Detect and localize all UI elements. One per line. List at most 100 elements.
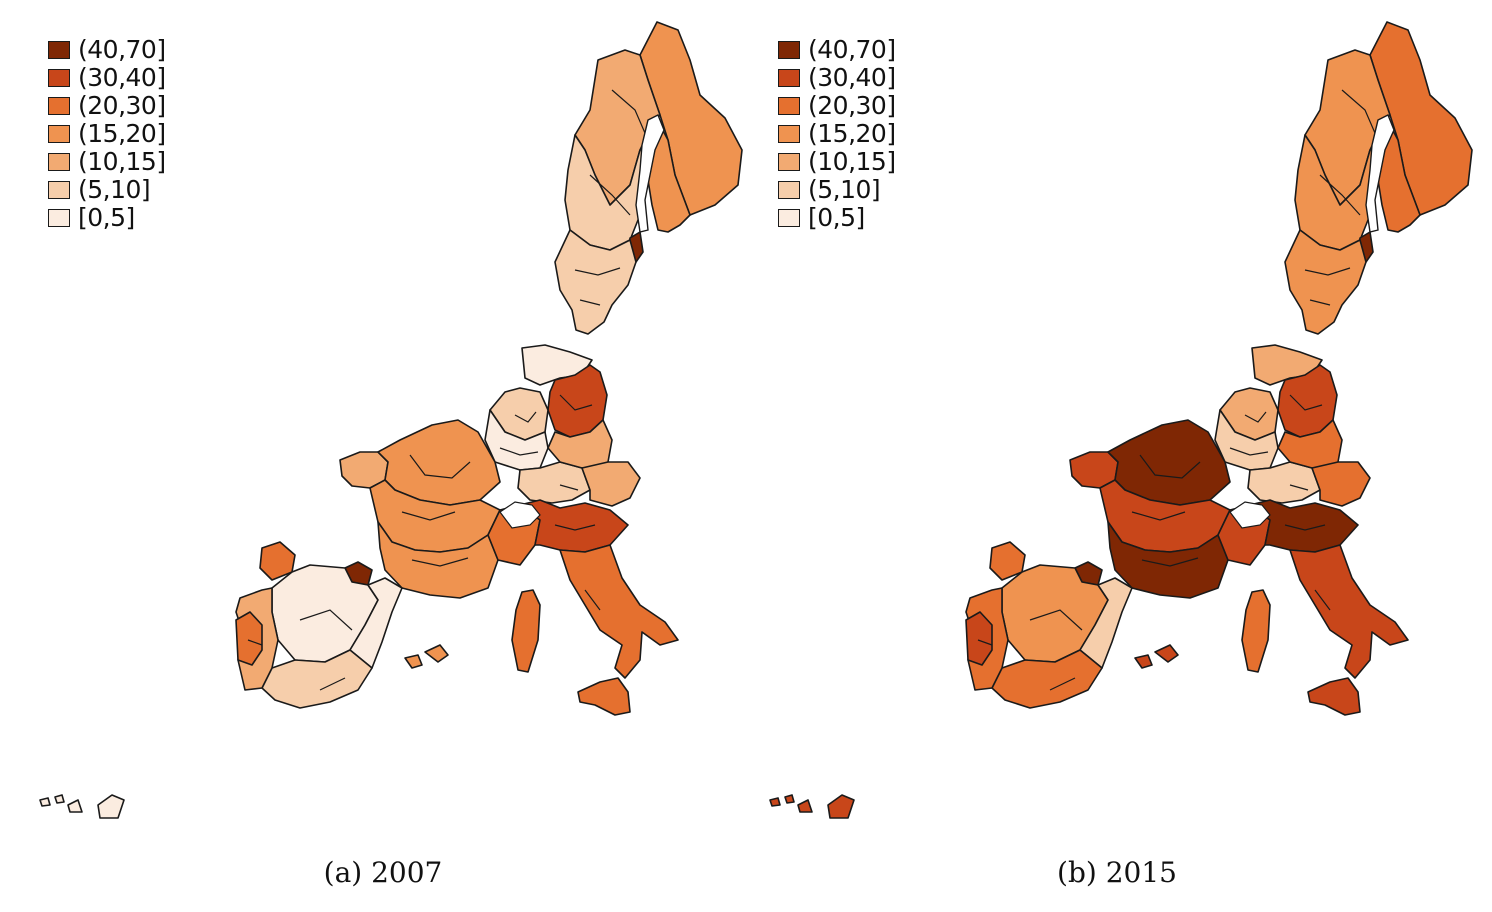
panel-2015: (40,70] (30,40] (20,30] (15,20] (10,15] … <box>730 0 1476 912</box>
region-balearics <box>404 644 449 669</box>
internal-border <box>247 639 263 646</box>
region-italy-south <box>559 544 679 679</box>
internal-border <box>574 267 621 276</box>
internal-border <box>401 511 456 521</box>
internal-border <box>1139 454 1201 479</box>
region-hungary <box>581 461 641 507</box>
internal-border <box>499 447 539 456</box>
legend-item: (15,20] <box>778 120 896 148</box>
legend-item: (30,40] <box>778 64 896 92</box>
region-italy-south <box>1289 544 1409 679</box>
region-sardinia <box>1241 589 1271 673</box>
legend-label: (10,15] <box>78 147 166 176</box>
internal-border <box>1319 174 1361 216</box>
region-germany-west <box>484 409 549 471</box>
legend-label: (30,40] <box>78 63 166 92</box>
legend-swatch <box>778 125 800 143</box>
legend-label: (20,30] <box>78 91 166 120</box>
legend-label: (10,15] <box>808 147 896 176</box>
region-sicily <box>1307 677 1361 716</box>
choropleth-map <box>39 21 743 819</box>
legend-label: (40,70] <box>78 35 166 64</box>
region-spain-south <box>991 649 1103 709</box>
internal-border <box>579 299 601 306</box>
legend-swatch <box>778 153 800 171</box>
internal-border <box>299 609 353 631</box>
legend-label: [0,5] <box>78 203 135 232</box>
internal-border <box>319 677 346 691</box>
internal-border <box>1314 589 1331 611</box>
legend-item: (30,40] <box>48 64 166 92</box>
region-germany-south <box>517 461 591 504</box>
legend-swatch <box>48 181 70 199</box>
legend-item: [0,5] <box>778 204 896 232</box>
region-france-south <box>1107 521 1229 599</box>
legend-item: (10,15] <box>778 148 896 176</box>
region-sweden-south <box>1284 229 1367 335</box>
region-canaries <box>769 794 855 819</box>
legend-swatch <box>778 69 800 87</box>
region-spain-east <box>349 577 403 669</box>
internal-border <box>1141 557 1199 567</box>
internal-border <box>1049 677 1076 691</box>
legend-item: (5,10] <box>48 176 166 204</box>
region-portugal-coast <box>235 611 263 666</box>
switzerland-gap <box>499 501 541 529</box>
internal-border <box>1289 484 1309 491</box>
legend-swatch <box>48 209 70 227</box>
region-sicily <box>577 677 631 716</box>
region-sweden-south <box>554 229 637 335</box>
internal-border <box>977 639 993 646</box>
internal-border <box>411 557 469 567</box>
legend-label: (5,10] <box>808 175 881 204</box>
legend-item: (5,10] <box>778 176 896 204</box>
legend-item: (10,15] <box>48 148 166 176</box>
region-hungary <box>1311 461 1371 507</box>
legend-label: (15,20] <box>808 119 896 148</box>
legend-item: (15,20] <box>48 120 166 148</box>
region-sardinia <box>511 589 541 673</box>
switzerland-gap <box>1229 501 1271 529</box>
legend-swatch <box>778 181 800 199</box>
legend-label: (5,10] <box>78 175 151 204</box>
internal-border <box>611 89 649 141</box>
legend-swatch <box>48 69 70 87</box>
legend-item: (20,30] <box>48 92 166 120</box>
region-spain-east <box>1079 577 1133 669</box>
gulf-of-bothnia <box>635 114 665 233</box>
legend-label: [0,5] <box>808 203 865 232</box>
region-germany-south <box>1247 461 1321 504</box>
internal-border <box>1244 411 1267 423</box>
legend-swatch <box>48 97 70 115</box>
internal-border <box>1131 511 1186 521</box>
legend-swatch <box>48 125 70 143</box>
legend: (40,70] (30,40] (20,30] (15,20] (10,15] … <box>48 36 166 232</box>
legend-label: (30,40] <box>808 63 896 92</box>
internal-border <box>1341 89 1379 141</box>
legend-swatch <box>778 97 800 115</box>
internal-border <box>1309 299 1331 306</box>
legend-swatch <box>48 153 70 171</box>
internal-border <box>409 454 471 479</box>
caption: (b) 2015 <box>1057 856 1177 889</box>
region-portugal-coast <box>965 611 993 666</box>
legend-swatch <box>48 41 70 59</box>
legend-item: (40,70] <box>48 36 166 64</box>
legend-item: (20,30] <box>778 92 896 120</box>
region-balearics <box>1134 644 1179 669</box>
internal-border <box>554 524 596 531</box>
internal-border <box>514 411 537 423</box>
region-germany-west <box>1214 409 1279 471</box>
internal-border <box>584 589 601 611</box>
legend-label: (20,30] <box>808 91 896 120</box>
legend-label: (40,70] <box>808 35 896 64</box>
internal-border <box>1284 524 1326 531</box>
internal-border <box>1029 609 1083 631</box>
region-spain-south <box>261 649 373 709</box>
gulf-of-bothnia <box>1365 114 1395 233</box>
legend-item: [0,5] <box>48 204 166 232</box>
legend-swatch <box>778 209 800 227</box>
legend-label: (15,20] <box>78 119 166 148</box>
panel-2007: (40,70] (30,40] (20,30] (15,20] (10,15] … <box>39 21 743 889</box>
internal-border <box>1229 447 1269 456</box>
